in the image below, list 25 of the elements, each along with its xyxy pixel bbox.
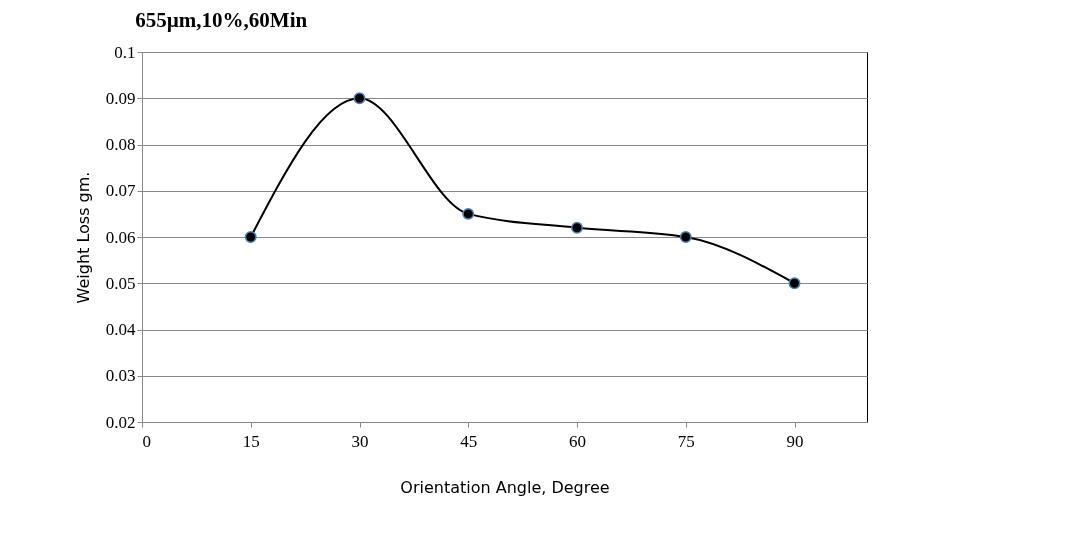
y-tick-label: 0.02 — [105, 412, 136, 432]
x-tick-label: 0 — [142, 431, 151, 451]
y-tick-label: 0.06 — [105, 227, 136, 247]
point — [788, 277, 801, 290]
x-tick-label: 15 — [242, 431, 260, 451]
point — [679, 231, 692, 243]
x-tick-label: 75 — [677, 431, 695, 451]
y-tick-label: 0.09 — [105, 88, 136, 108]
point — [462, 207, 475, 220]
y-tick-label: 0.05 — [105, 273, 136, 293]
x-tick-label: 60 — [569, 431, 586, 451]
y-axis-title: Weight Loss gm. — [73, 171, 93, 304]
y-tick-label: 0.07 — [105, 181, 136, 201]
y-tick-label: 0.08 — [105, 135, 136, 154]
point — [353, 92, 366, 105]
point — [244, 231, 257, 243]
point — [571, 221, 583, 234]
x-axis-title: Orientation Angle, Degree — [400, 477, 610, 497]
y-tick-label: 0.1 — [114, 42, 136, 62]
x-tick-label: 30 — [351, 431, 369, 451]
y-tick-label: 0.03 — [105, 366, 136, 386]
chart-title: 655µm,10%,60Min — [135, 8, 308, 32]
y-tick-label: 0.04 — [105, 320, 136, 339]
x-tick-label: 90 — [786, 431, 804, 451]
x-tick-label: 45 — [460, 431, 478, 451]
